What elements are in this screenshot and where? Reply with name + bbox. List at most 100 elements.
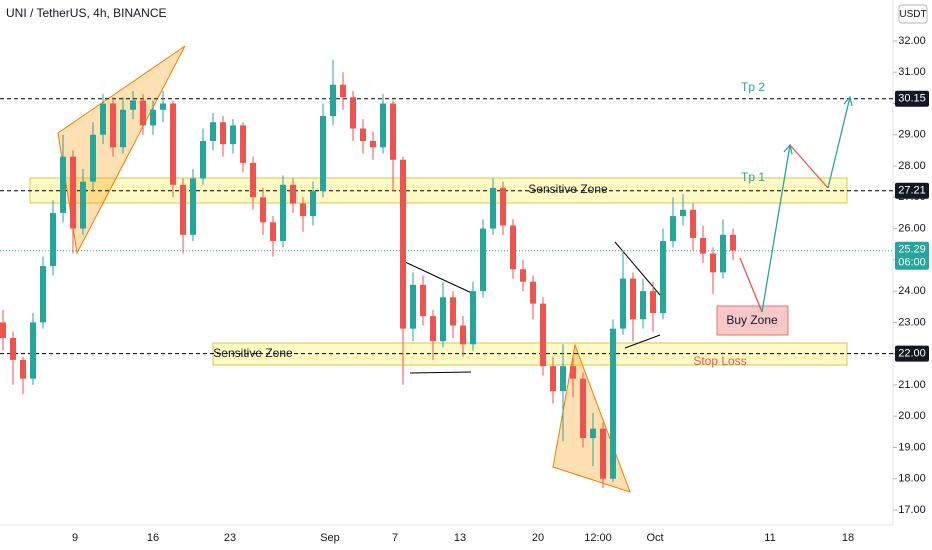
candle-body bbox=[260, 197, 266, 223]
candle-body bbox=[620, 278, 626, 329]
candle-body bbox=[610, 328, 616, 479]
y-tick-label: 18.00 bbox=[898, 473, 926, 485]
candle-body bbox=[460, 325, 466, 345]
price-tag bbox=[895, 345, 929, 362]
y-tick-label: 24.00 bbox=[898, 285, 926, 297]
buy-zone bbox=[716, 305, 789, 336]
price-tag bbox=[895, 182, 929, 199]
price-tag bbox=[895, 90, 929, 107]
x-tick-label: 20 bbox=[532, 532, 544, 544]
arrow-head bbox=[843, 95, 853, 107]
x-tick-label: 23 bbox=[224, 532, 236, 544]
candle-body bbox=[30, 322, 36, 379]
path-line bbox=[739, 257, 763, 313]
x-tick-label: 12:00 bbox=[584, 532, 612, 544]
candle-body bbox=[390, 103, 396, 160]
candle-body bbox=[730, 234, 736, 251]
candle-body bbox=[450, 297, 456, 326]
current-price-label: 25.29 bbox=[898, 244, 926, 256]
candle-body bbox=[650, 291, 656, 313]
path-line bbox=[761, 144, 791, 313]
y-tick-label: 19.00 bbox=[898, 441, 926, 453]
candle-body bbox=[70, 156, 76, 229]
y-tick-label: 17.00 bbox=[898, 504, 926, 516]
candle-body bbox=[630, 278, 636, 320]
annotation: Stop Loss bbox=[693, 354, 746, 368]
candle-body bbox=[590, 428, 596, 439]
candle-body bbox=[280, 184, 286, 242]
x-tick-label: Sep bbox=[320, 532, 340, 544]
candle-body bbox=[420, 284, 426, 317]
wedge bbox=[57, 45, 186, 255]
candle-body bbox=[60, 156, 66, 213]
candle-body bbox=[330, 84, 336, 117]
candle-body bbox=[600, 428, 606, 479]
candle-body bbox=[440, 297, 446, 342]
currency-badge bbox=[898, 4, 928, 24]
candle-body bbox=[700, 237, 706, 254]
candle-body bbox=[190, 178, 196, 235]
candles bbox=[0, 59, 736, 489]
x-tick-label: 16 bbox=[147, 532, 159, 544]
candle-body bbox=[410, 284, 416, 329]
currency: USDT bbox=[899, 9, 926, 20]
candle-body bbox=[80, 181, 86, 229]
candle-body bbox=[520, 269, 526, 282]
x-tick-label: 11 bbox=[764, 532, 775, 544]
candle-body bbox=[160, 103, 166, 110]
candle-body bbox=[670, 216, 676, 242]
candle-body bbox=[170, 103, 176, 185]
y-tick-label: 31.00 bbox=[898, 66, 926, 78]
candle-body bbox=[140, 100, 146, 126]
annotation: Buy Zone bbox=[726, 313, 778, 327]
candle-body bbox=[680, 209, 686, 217]
candle-body bbox=[20, 359, 26, 379]
candle-body bbox=[240, 125, 246, 163]
candle-body bbox=[180, 184, 186, 235]
candle-body bbox=[560, 366, 566, 392]
candle-body bbox=[350, 97, 356, 129]
x-tick-label: 13 bbox=[454, 532, 466, 544]
candle-body bbox=[220, 122, 226, 145]
candle-body bbox=[300, 203, 306, 217]
candle-body bbox=[290, 184, 296, 204]
candle-body bbox=[10, 338, 16, 360]
trendline bbox=[404, 261, 477, 296]
price-tag-label: 22.00 bbox=[898, 348, 926, 360]
candle-body bbox=[640, 291, 646, 320]
y-tick-label: 21.00 bbox=[898, 379, 926, 391]
x-tick-label: 9 bbox=[72, 532, 78, 544]
candle-body bbox=[470, 291, 476, 345]
candle-body bbox=[550, 366, 556, 392]
candle-body bbox=[570, 366, 576, 379]
current-price-tag bbox=[895, 241, 929, 270]
candle-body bbox=[360, 128, 366, 142]
symbol-title: UNI / TetherUS, 4h, BINANCE bbox=[6, 6, 167, 20]
candle-body bbox=[120, 109, 126, 148]
candle-body bbox=[400, 159, 406, 329]
candle-body bbox=[100, 103, 106, 135]
path-line bbox=[827, 96, 851, 189]
candle-body bbox=[230, 125, 236, 145]
candle-body bbox=[320, 116, 326, 192]
projection bbox=[739, 95, 853, 313]
candle-body bbox=[90, 134, 96, 182]
candle-body bbox=[500, 187, 506, 226]
trendline bbox=[409, 371, 472, 374]
price-tag-label: 27.21 bbox=[898, 185, 926, 197]
x-tick-label: 18 bbox=[842, 532, 854, 544]
drawings bbox=[0, 45, 893, 493]
candle-body bbox=[340, 84, 346, 98]
candle-body bbox=[110, 103, 116, 148]
candle-body bbox=[150, 109, 156, 126]
x-tick-label: 7 bbox=[392, 532, 398, 544]
candle-body bbox=[710, 253, 716, 273]
candle-body bbox=[690, 209, 696, 238]
candle-body bbox=[210, 122, 216, 142]
candle-body bbox=[250, 162, 256, 198]
candle-body bbox=[490, 187, 496, 229]
candle-body bbox=[50, 212, 56, 267]
candle-body bbox=[660, 241, 666, 313]
